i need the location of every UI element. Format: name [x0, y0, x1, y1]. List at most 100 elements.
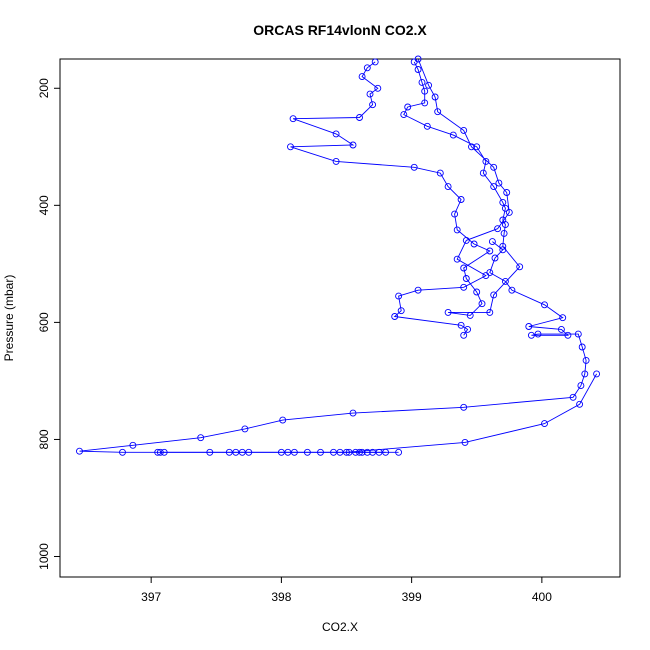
data-point: [395, 448, 403, 456]
data-point: [593, 370, 601, 378]
x-axis-label: CO2.X: [322, 620, 358, 634]
data-point: [479, 169, 487, 177]
data-point: [499, 246, 507, 254]
data-point: [277, 448, 285, 456]
data-point: [473, 288, 481, 296]
data-point: [76, 447, 83, 455]
data-point: [466, 311, 474, 319]
data-point: [461, 438, 469, 446]
data-point: [245, 448, 253, 456]
data-point: [369, 448, 377, 456]
data-point: [349, 141, 357, 149]
data-point: [391, 313, 399, 320]
data-point: [488, 238, 496, 246]
data-point: [559, 314, 567, 322]
data-point: [460, 283, 468, 291]
data-point: [332, 157, 340, 165]
data-point: [400, 111, 408, 119]
data-point: [410, 163, 418, 171]
data-point: [534, 330, 542, 338]
data-point: [453, 226, 461, 234]
x-tick-label: 398: [271, 590, 291, 604]
data-point: [352, 448, 360, 456]
data-point: [369, 101, 377, 109]
data-point: [241, 425, 249, 433]
data-point: [436, 169, 444, 177]
data-point: [330, 448, 337, 456]
data-point: [582, 356, 590, 364]
data-point: [421, 99, 429, 107]
data-point: [444, 183, 452, 191]
data-point: [569, 393, 577, 401]
series-line: [393, 58, 510, 336]
data-point: [395, 292, 403, 300]
data-point: [505, 208, 513, 216]
data-point: [500, 229, 508, 237]
data-point: [358, 73, 366, 81]
data-point: [486, 308, 494, 316]
data-point: [232, 448, 240, 456]
data-point: [482, 157, 490, 165]
data-point: [462, 275, 470, 282]
series-layer: [76, 55, 601, 456]
data-point: [525, 323, 533, 330]
data-point: [451, 210, 459, 218]
data-point: [449, 131, 457, 139]
data-point: [371, 58, 379, 66]
y-axis-label: Pressure (mbar): [2, 275, 16, 362]
data-point: [460, 403, 468, 411]
data-point: [317, 448, 324, 456]
data-point: [577, 382, 585, 390]
data-point: [541, 420, 548, 428]
y-tick-label: 200: [37, 78, 51, 98]
data-point: [332, 130, 340, 138]
data-point: [414, 286, 422, 294]
data-point: [287, 143, 294, 151]
data-point: [349, 409, 357, 417]
data-point: [486, 269, 494, 277]
x-axis: 397 398 399 400: [141, 577, 552, 604]
data-point: [366, 90, 374, 98]
data-point: [336, 448, 344, 456]
series-line: [346, 373, 597, 453]
y-tick-label: 1000: [37, 543, 51, 570]
data-point: [574, 330, 582, 338]
data-point: [491, 254, 499, 262]
data-point: [503, 189, 511, 196]
y-tick-label: 800: [37, 429, 51, 449]
data-point: [363, 64, 371, 72]
data-point: [453, 255, 461, 263]
data-point: [397, 307, 405, 315]
data-point: [343, 448, 350, 456]
data-point: [119, 448, 126, 456]
data-point: [464, 325, 472, 333]
x-tick-label: 400: [532, 590, 552, 604]
y-tick-label: 400: [37, 195, 51, 215]
data-point: [404, 103, 412, 111]
data-point: [462, 236, 470, 244]
data-point: [490, 183, 498, 191]
data-point: [478, 300, 486, 308]
data-point: [345, 448, 353, 456]
data-point: [470, 240, 478, 248]
data-point: [356, 114, 363, 121]
data-point: [414, 55, 422, 63]
data-point: [576, 400, 584, 408]
data-point: [516, 263, 524, 271]
data-point: [490, 163, 498, 171]
data-point: [501, 277, 509, 285]
x-tick-label: 399: [402, 590, 422, 604]
data-point: [431, 93, 439, 101]
data-point: [160, 448, 168, 456]
data-point: [581, 370, 589, 378]
data-point: [423, 122, 431, 130]
chart-title: ORCAS RF14vlonN CO2.X: [253, 22, 427, 38]
data-point: [499, 198, 507, 206]
series-line: [79, 241, 587, 453]
data-point: [495, 179, 503, 187]
data-point: [527, 331, 535, 339]
data-point: [473, 143, 481, 151]
x-tick-label: 397: [141, 590, 161, 604]
data-point: [486, 247, 494, 255]
